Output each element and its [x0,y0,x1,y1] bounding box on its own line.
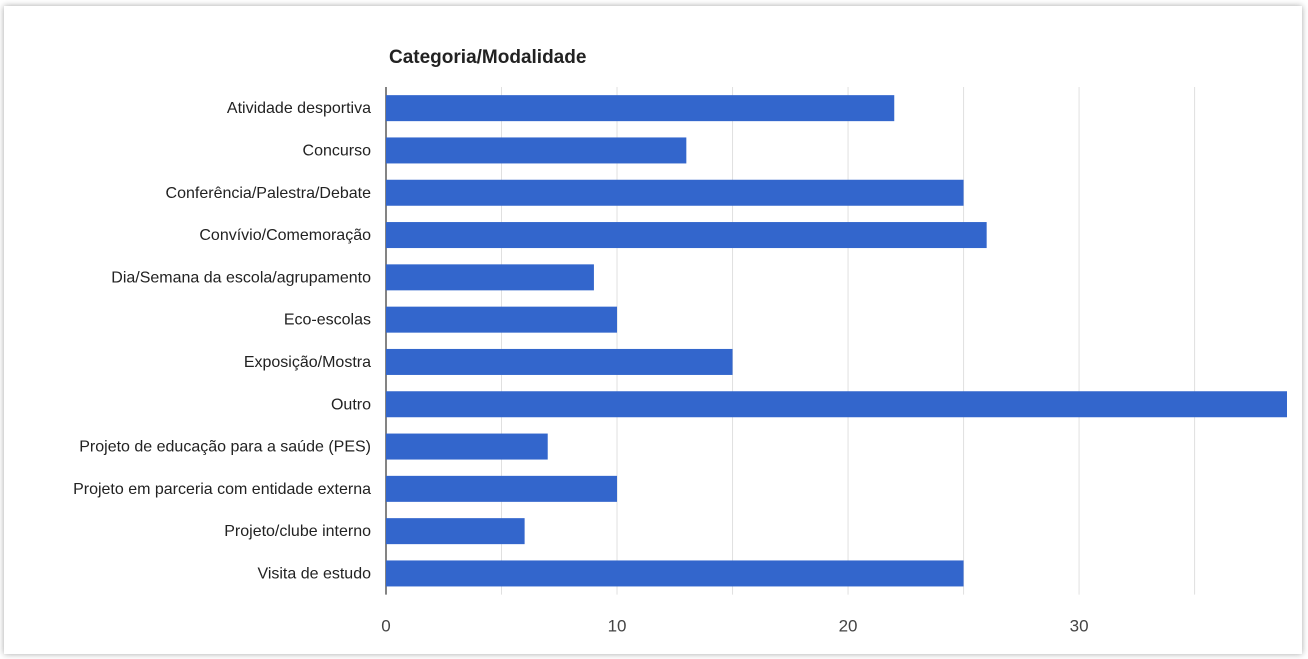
category-labels: Atividade desportiva Concurso Conferência/… [73,100,371,582]
category-label: Visita de estudo [257,565,371,582]
x-tick-label: 10 [608,617,627,636]
category-label: Conferência/Palestra/Debate [166,185,372,202]
category-label: Outro [331,396,371,413]
category-label: Dia/Semana da escola/agrupamento [111,269,371,286]
category-label: Eco-escolas [284,312,371,329]
bar [386,391,1287,418]
bar [386,475,618,502]
bar [386,518,525,545]
category-label: Projeto de educação para a saúde (PES) [79,439,371,456]
category-label: Atividade desportiva [227,100,371,117]
bars [386,95,1287,587]
bar [386,433,548,460]
x-tick-label: 20 [839,617,858,636]
x-tick-labels: 0 10 20 30 [381,617,1088,636]
bar [386,95,895,122]
bar [386,222,987,249]
bar [386,560,964,587]
category-label: Exposição/Mostra [244,354,371,371]
category-label: Convívio/Comemoração [199,227,371,244]
bar [386,306,618,333]
category-label: Projeto/clube interno [224,523,371,540]
chart-title: Categoria/Modalidade [389,47,587,68]
x-tick-label: 30 [1070,617,1089,636]
bar [386,264,594,291]
category-label: Concurso [303,142,372,159]
bar [386,137,687,164]
gridlines [385,87,1196,595]
bar [386,348,733,375]
category-label: Projeto em parceria com entidade externa [73,481,371,498]
bar [386,179,964,206]
x-tick-label: 0 [381,617,390,636]
